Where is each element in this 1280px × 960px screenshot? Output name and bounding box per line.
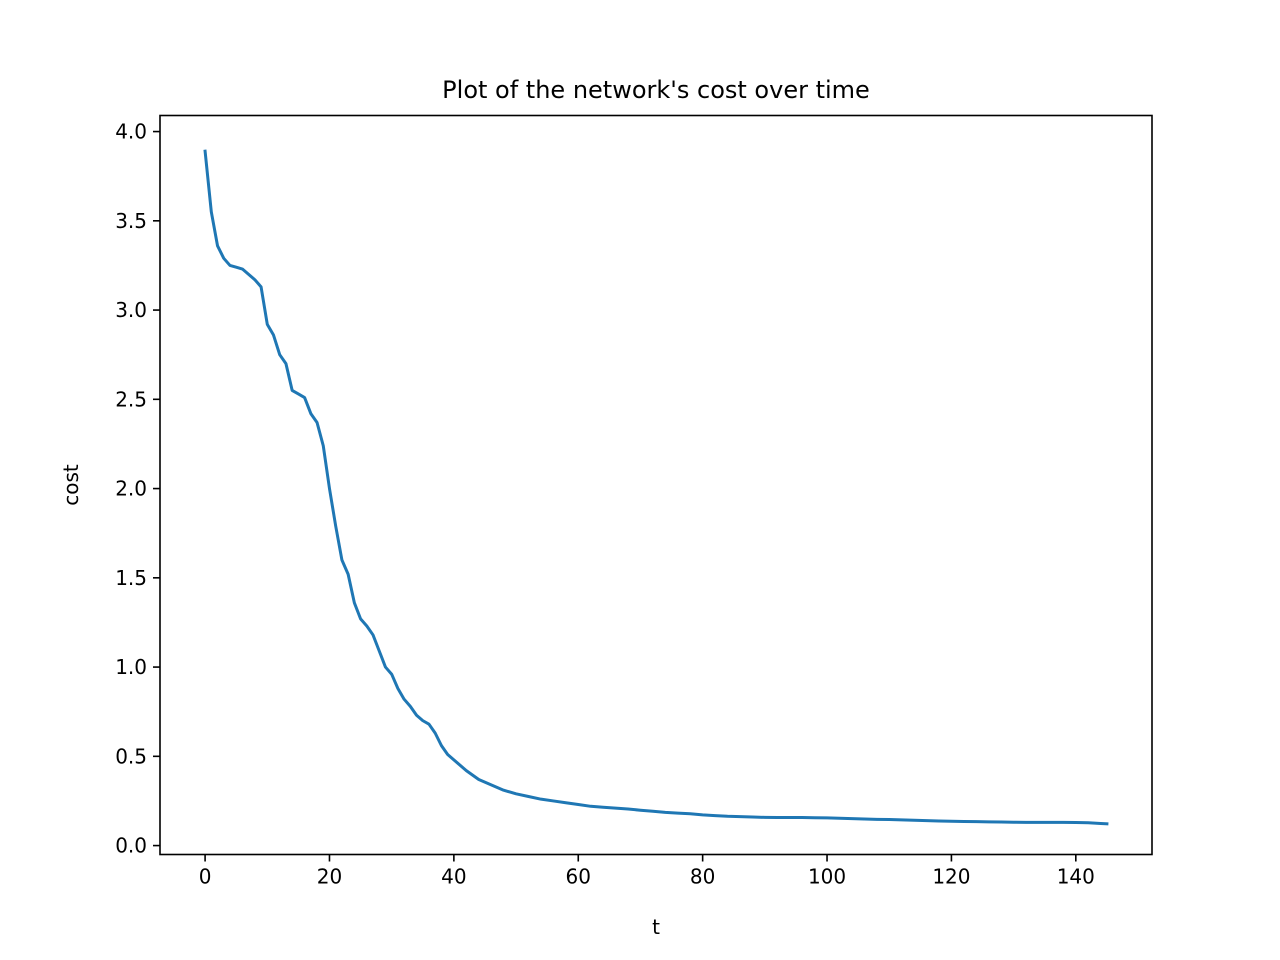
y-tick-label: 3.0 [115,298,147,322]
y-tick-label: 2.0 [115,477,147,501]
y-tick-label: 1.5 [115,566,147,590]
x-axis-label: t [652,915,660,939]
y-axis: 0.0 0.5 1.0 1.5 2.0 2.5 3.0 3.5 4.0 [115,120,160,858]
x-tick-label: 20 [317,865,342,889]
y-axis-label: cost [59,464,83,506]
plot-area-frame [159,114,1153,856]
x-tick-label: 40 [441,865,466,889]
y-tick-label: 0.0 [115,834,147,858]
series-layer [203,149,1109,826]
x-tick-label: 0 [199,865,212,889]
y-tick-label: 3.5 [115,209,147,233]
y-tick-label: 2.5 [115,387,147,411]
x-tick-label: 140 [1057,865,1095,889]
x-tick-label: 80 [690,865,715,889]
x-tick-label: 100 [808,865,846,889]
y-tick-label: 4.0 [115,120,147,144]
x-tick-label: 120 [932,865,970,889]
chart-title: Plot of the network's cost over time [442,76,870,104]
x-axis: 0 20 40 60 80 100 120 140 [199,854,1095,889]
series-line-0 [203,149,1109,826]
x-tick-label: 60 [566,865,591,889]
y-tick-label: 1.0 [115,655,147,679]
y-tick-label: 0.5 [115,744,147,768]
